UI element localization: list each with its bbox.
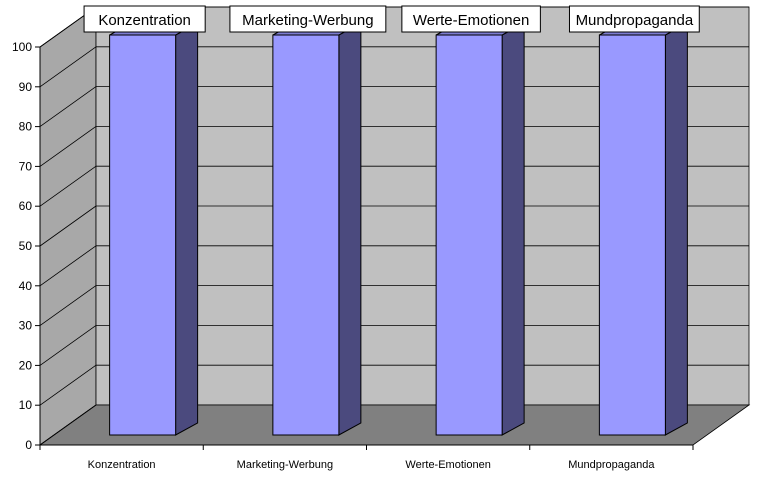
data-label: Konzentration <box>98 12 191 29</box>
bar-side <box>664 22 688 436</box>
y-tick-label: 80 <box>19 120 33 134</box>
y-tick-label: 10 <box>19 398 33 412</box>
y-tick-label: 0 <box>25 438 32 452</box>
gridline-diagonal <box>39 165 97 207</box>
x-tick-label: Mundpropaganda <box>568 459 655 471</box>
y-tick-label: 70 <box>19 159 33 173</box>
data-label: Mundpropaganda <box>576 12 694 29</box>
gridline-diagonal <box>39 404 97 446</box>
x-tick-label: Marketing-Werbung <box>237 459 333 471</box>
data-label-box <box>568 5 700 33</box>
y-tick-label: 20 <box>19 358 33 372</box>
y-tick-label: 90 <box>19 80 33 94</box>
data-label-box <box>83 5 206 33</box>
data-label-box <box>401 5 541 33</box>
data-label: Werte-Emotionen <box>413 12 529 29</box>
gridline-diagonal <box>39 46 97 88</box>
bar <box>109 34 177 436</box>
gridline-diagonal <box>39 325 97 366</box>
y-tick-label: 30 <box>19 319 33 333</box>
gridline-diagonal <box>39 205 97 247</box>
bar <box>272 34 340 436</box>
x-tick-label: Konzentration <box>88 459 156 471</box>
data-label: Marketing-Werbung <box>242 12 373 29</box>
gridline-diagonal <box>39 364 97 406</box>
gridline-diagonal <box>39 126 97 167</box>
y-tick-label: 50 <box>19 239 33 253</box>
data-label-box <box>229 5 387 33</box>
bar-side <box>338 22 362 436</box>
gridline-diagonal <box>39 285 97 326</box>
x-tick-label: Werte-Emotionen <box>405 459 490 471</box>
gridline-diagonal <box>39 245 97 287</box>
y-tick-label: 100 <box>12 40 32 54</box>
gridline-diagonal <box>39 86 97 127</box>
bar <box>435 34 503 436</box>
y-tick-label: 40 <box>19 279 33 293</box>
bar-side <box>501 22 525 436</box>
bar-side <box>175 22 199 436</box>
y-tick-label: 60 <box>19 199 33 213</box>
bar <box>598 34 666 436</box>
